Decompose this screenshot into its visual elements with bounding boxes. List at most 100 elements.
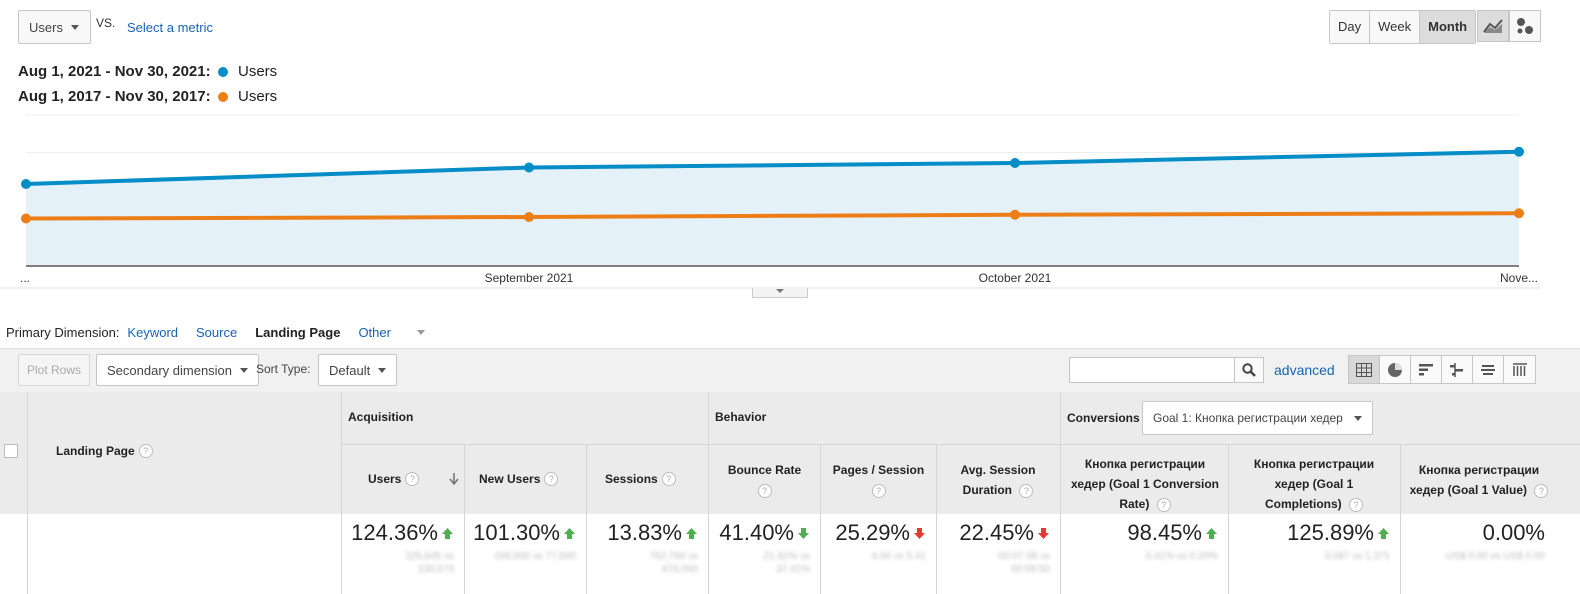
- help-icon[interactable]: ?: [1534, 483, 1549, 498]
- metric-value-text: 124.36%: [351, 520, 438, 545]
- conversions-group-header: Conversions: [1067, 411, 1140, 425]
- metric-value-text: 101.30%: [473, 520, 560, 545]
- table-search-input[interactable]: [1069, 357, 1235, 383]
- granularity-toggle: Day Week Month: [1329, 10, 1477, 44]
- trend-down-icon: [798, 527, 809, 539]
- motion-chart-icon[interactable]: [1509, 10, 1541, 42]
- column-header-label: Кнопка регистрации хедер (Goal 1 Value): [1409, 463, 1540, 497]
- sort-descending-icon: [449, 473, 459, 485]
- help-icon[interactable]: ?: [138, 444, 153, 458]
- dimension-source[interactable]: Source: [196, 325, 238, 340]
- line-chart-icon[interactable]: [1477, 10, 1509, 42]
- metric-value-text: 25.29%: [835, 520, 910, 545]
- totals-cell: 13.83% 762,768 vs 670,060: [587, 520, 708, 576]
- legend-dot: [218, 66, 228, 77]
- comparison-values: 37.41%: [776, 564, 810, 575]
- legend-item-current: Aug 1, 2021 - Nov 30, 2021: Users: [18, 63, 277, 80]
- column-header-pages-session[interactable]: Pages / Session ?: [821, 445, 936, 513]
- comparison-values: 225,645 vs: [405, 551, 454, 562]
- data-point: [524, 162, 534, 173]
- select-all-checkbox[interactable]: [4, 444, 18, 458]
- column-header-goal1-completions[interactable]: Кнопка регистрации хедер (Goal 1 Complet…: [1236, 445, 1392, 513]
- granularity-day[interactable]: Day: [1330, 11, 1371, 43]
- column-header-bounce-rate[interactable]: Bounce Rate ?: [709, 445, 820, 513]
- trend-up-icon: [1378, 527, 1389, 539]
- sort-type-value: Default: [329, 362, 371, 378]
- x-tick-label: October 2021: [979, 271, 1052, 285]
- chevron-down-icon: [70, 24, 79, 30]
- data-point: [1010, 209, 1020, 220]
- comparison-values: 100,573: [417, 564, 454, 575]
- column-header-label: Users: [368, 472, 402, 486]
- comparison-values: 762,768 vs: [649, 551, 698, 562]
- totals-cell: 101.30% 158,000 vs 77,500: [465, 520, 586, 563]
- column-divider: [1060, 392, 1061, 594]
- totals-cell: 41.40% 21.92% vs 37.41%: [709, 520, 820, 576]
- granularity-week[interactable]: Week: [1370, 11, 1421, 43]
- totals-cell: 125.89% 3,097 vs 1,371: [1229, 520, 1400, 563]
- column-header-label: Avg. Session Duration: [960, 463, 1036, 497]
- help-icon[interactable]: ?: [757, 483, 772, 498]
- help-icon[interactable]: ?: [1156, 497, 1171, 512]
- trend-down-icon: [1038, 527, 1049, 539]
- sort-type-select[interactable]: Default: [318, 354, 398, 386]
- comparison-values: 00:07:38 vs: [998, 551, 1050, 562]
- comparison-view-icon[interactable]: [1442, 356, 1473, 383]
- help-icon[interactable]: ?: [1019, 483, 1034, 498]
- select-metric-link[interactable]: Select a metric: [127, 20, 213, 35]
- totals-cell: 25.29% 4.04 vs 5.41: [821, 520, 936, 563]
- x-tick-label: ...: [20, 271, 30, 285]
- goal-select[interactable]: Goal 1: Кнопка регистрации хедер: [1142, 401, 1373, 435]
- help-icon[interactable]: ?: [661, 472, 676, 486]
- column-header-label: Bounce Rate: [727, 463, 802, 477]
- column-header-label: Pages / Session: [832, 463, 925, 477]
- data-point: [1514, 146, 1524, 157]
- search-button[interactable]: [1234, 357, 1264, 383]
- column-divider: [708, 392, 709, 594]
- help-icon[interactable]: ?: [405, 472, 420, 486]
- legend-item-previous: Aug 1, 2017 - Nov 30, 2017: Users: [18, 88, 277, 105]
- metric-value: 41.40%: [709, 520, 810, 546]
- data-point: [21, 213, 31, 224]
- help-icon[interactable]: ?: [544, 472, 559, 486]
- term-cloud-view-icon[interactable]: [1473, 356, 1504, 383]
- metric-select[interactable]: Users: [18, 10, 91, 44]
- dimension-other[interactable]: Other: [358, 325, 443, 340]
- help-icon[interactable]: ?: [1349, 497, 1363, 512]
- dimension-landing-page: Landing Page: [255, 325, 341, 340]
- column-header-users[interactable]: Users ?: [342, 445, 464, 513]
- column-header-avg-session-duration[interactable]: Avg. Session Duration ?: [948, 445, 1048, 513]
- advanced-filter-link[interactable]: advanced: [1274, 362, 1335, 378]
- pie-view-icon[interactable]: [1380, 356, 1411, 383]
- table-view-icon[interactable]: [1349, 356, 1380, 383]
- pivot-view-icon[interactable]: [1504, 356, 1535, 383]
- metric-value-text: 0.00%: [1482, 520, 1545, 545]
- metric-value: 0.00%: [1401, 520, 1545, 546]
- column-header-goal1-value[interactable]: Кнопка регистрации хедер (Goal 1 Value) …: [1404, 445, 1554, 513]
- column-divider: [27, 392, 28, 594]
- help-icon[interactable]: ?: [871, 483, 886, 498]
- metric-value-text: 22.45%: [959, 520, 1034, 545]
- data-point: [1514, 208, 1524, 219]
- column-divider: [464, 444, 465, 594]
- column-divider: [936, 444, 937, 594]
- column-divider: [341, 392, 342, 594]
- landing-page-header[interactable]: Landing Page ?: [56, 444, 153, 458]
- legend-dot: [218, 91, 228, 102]
- column-header-new-users[interactable]: New Users ?: [465, 445, 586, 513]
- secondary-dimension-select[interactable]: Secondary dimension: [96, 354, 260, 386]
- column-header-sessions[interactable]: Sessions ?: [587, 445, 708, 513]
- plot-rows-button[interactable]: Plot Rows: [18, 354, 91, 386]
- chart-collapse-handle[interactable]: [752, 288, 808, 298]
- legend-range: Aug 1, 2017 - Nov 30, 2017:: [18, 88, 211, 105]
- granularity-month[interactable]: Month: [1420, 11, 1476, 43]
- metric-value: 13.83%: [587, 520, 698, 546]
- comparison-values: 670,060: [661, 564, 698, 575]
- series-line-0: [25, 149, 1520, 186]
- column-divider: [586, 444, 587, 594]
- goal-select-label: Goal 1: Кнопка регистрации хедер: [1153, 411, 1343, 425]
- performance-view-icon[interactable]: [1411, 356, 1442, 383]
- dimension-keyword[interactable]: Keyword: [127, 325, 178, 340]
- data-point: [524, 212, 534, 222]
- column-header-goal1-conversion-rate[interactable]: Кнопка регистрации хедер (Goal 1 Convers…: [1070, 445, 1220, 513]
